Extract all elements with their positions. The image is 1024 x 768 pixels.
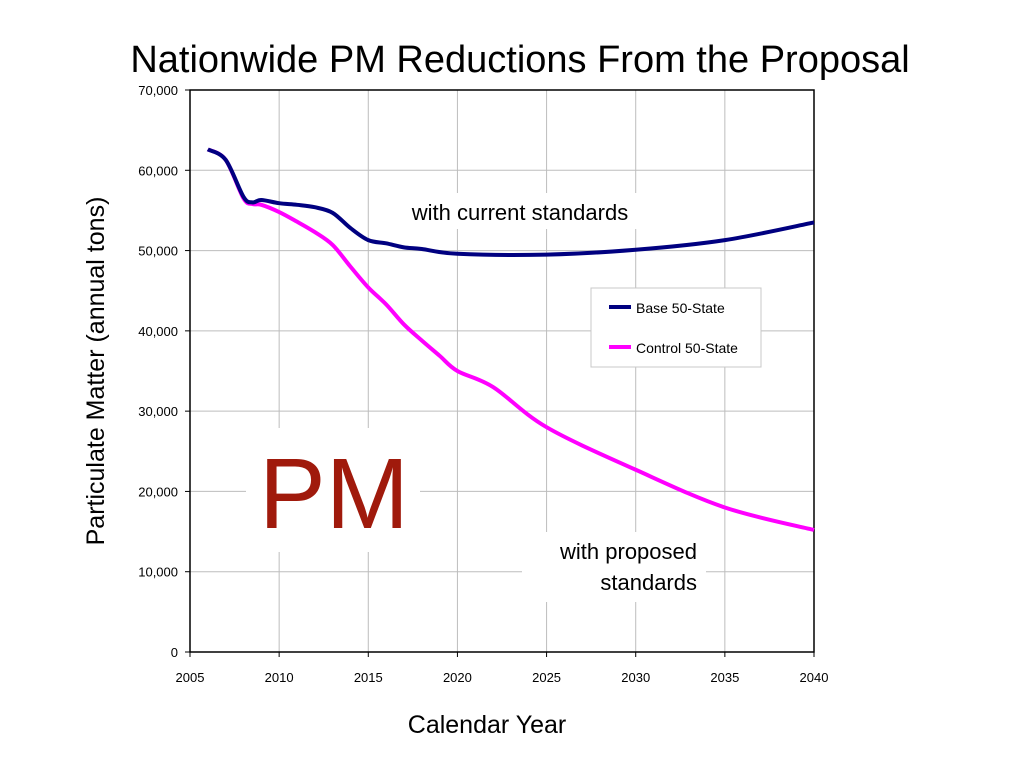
y-tick-label: 0 (171, 645, 178, 660)
y-tick-label: 60,000 (138, 163, 178, 178)
x-tick-label: 2005 (176, 670, 205, 685)
annotation-current-bg (390, 193, 652, 229)
y-tick-label: 10,000 (138, 565, 178, 580)
x-tick-label: 2020 (443, 670, 472, 685)
ticks: 2005 2010 2015 2020 2025 2030 2035 2040 0 10,000 2… (138, 83, 828, 685)
series-line-control-50-state (206, 147, 815, 532)
legend-label-control: Control 50-State (636, 340, 738, 356)
y-axis-label: Particulate Matter (annual tons) (82, 197, 110, 546)
annotation-proposed-line1: with proposed (559, 539, 697, 564)
series-line-base-50-state (206, 147, 815, 257)
plot-frame (189, 89, 815, 653)
legend-label-base: Base 50-State (636, 300, 725, 316)
y-tick-label: 70,000 (138, 83, 178, 98)
y-tick-label: 20,000 (138, 484, 178, 499)
y-tick-label: 40,000 (138, 324, 178, 339)
x-tick-label: 2030 (621, 670, 650, 685)
annotation-pm-bg (246, 428, 420, 552)
x-tick-label: 2010 (265, 670, 294, 685)
x-tick-label: 2040 (800, 670, 829, 685)
legend-box (590, 287, 762, 368)
x-tick-label: 2025 (532, 670, 561, 685)
annotation-proposed-line2: standards (600, 570, 697, 595)
annotation-pm: PM (259, 438, 409, 550)
x-tick-label: 2015 (354, 670, 383, 685)
y-tick-label: 30,000 (138, 404, 178, 419)
legend: Base 50-State Control 50-State (590, 287, 762, 368)
chart-title: Nationwide PM Reductions From the Propos… (130, 39, 909, 81)
x-tick-label: 2035 (710, 670, 739, 685)
grid (189, 89, 815, 653)
annotation-proposed-bg (522, 532, 706, 602)
x-axis-label: Calendar Year (408, 711, 566, 739)
annotation-current: with current standards (411, 200, 628, 225)
y-tick-label: 50,000 (138, 244, 178, 259)
series-lines (206, 147, 815, 532)
